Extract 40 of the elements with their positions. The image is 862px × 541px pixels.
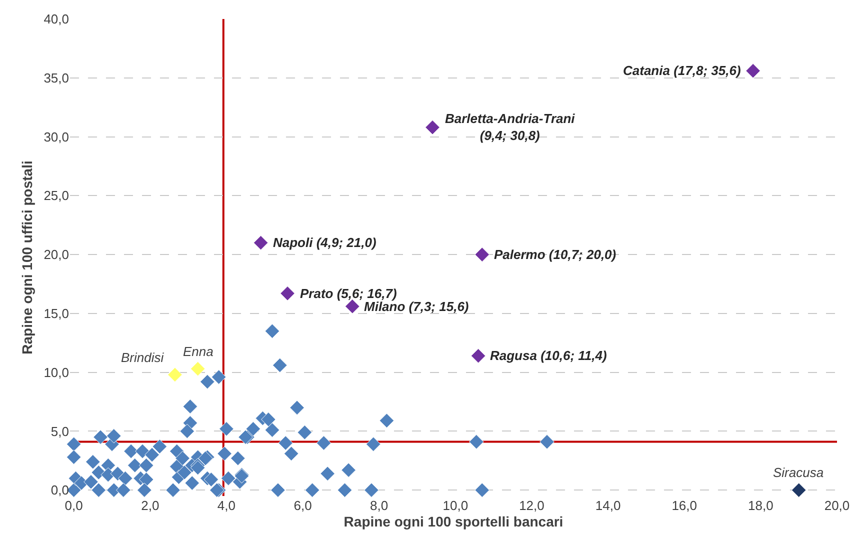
x-tick-label: 8,0 <box>370 498 388 513</box>
x-tick-label: 18,0 <box>748 498 774 513</box>
point <box>253 235 268 250</box>
annotation: Enna <box>183 344 214 359</box>
y-tick-label: 20,0 <box>44 247 69 262</box>
x-axis-title: Rapine ogni 100 sportelli bancari <box>344 513 564 530</box>
y-tick-label: 5,0 <box>50 424 69 439</box>
x-tick-label: 6,0 <box>294 498 312 513</box>
annotation: Barletta-Andria-Trani (9,4; 30,8) <box>445 111 576 143</box>
y-axis-title: Rapine ogni 100 uffici postali <box>19 160 35 354</box>
y-tick-label: 30,0 <box>44 129 69 144</box>
x-tick-label: 10,0 <box>442 498 468 513</box>
point <box>474 247 490 262</box>
point <box>425 120 440 135</box>
annotation: Catania (17,8; 35,6) <box>623 63 741 78</box>
y-tick-label: 10,0 <box>44 364 69 380</box>
x-tick-label: 14,0 <box>595 498 621 513</box>
y-tick-label: 15,0 <box>44 306 69 321</box>
x-tick-label: 4,0 <box>217 498 236 513</box>
annotation: Siracusa <box>773 465 824 480</box>
x-tick-label: 16,0 <box>672 498 698 513</box>
x-tick-label: 2,0 <box>141 498 160 513</box>
annotation: Brindisi <box>121 350 165 365</box>
x-tick-label: 0,0 <box>64 498 83 513</box>
point <box>280 286 295 301</box>
x-tick-label: 12,0 <box>519 498 544 513</box>
point <box>470 348 486 364</box>
point <box>190 361 206 376</box>
y-tick-label: 25,0 <box>44 188 69 204</box>
point <box>791 482 806 498</box>
y-tick-label: 40,0 <box>44 12 69 27</box>
point <box>746 63 760 78</box>
y-tick-label: 0,0 <box>50 482 69 498</box>
annotation: Prato (5,6; 16,7) <box>300 286 397 301</box>
x-tick-label: 20,0 <box>824 498 850 513</box>
annotation: Palermo (10,7; 20,0) <box>494 247 616 262</box>
annotation: Ragusa (10,6; 11,4) <box>490 348 607 363</box>
y-tick-label: 35,0 <box>44 70 69 86</box>
annotation: Napoli (4,9; 21,0) <box>273 235 376 250</box>
point <box>168 367 182 382</box>
